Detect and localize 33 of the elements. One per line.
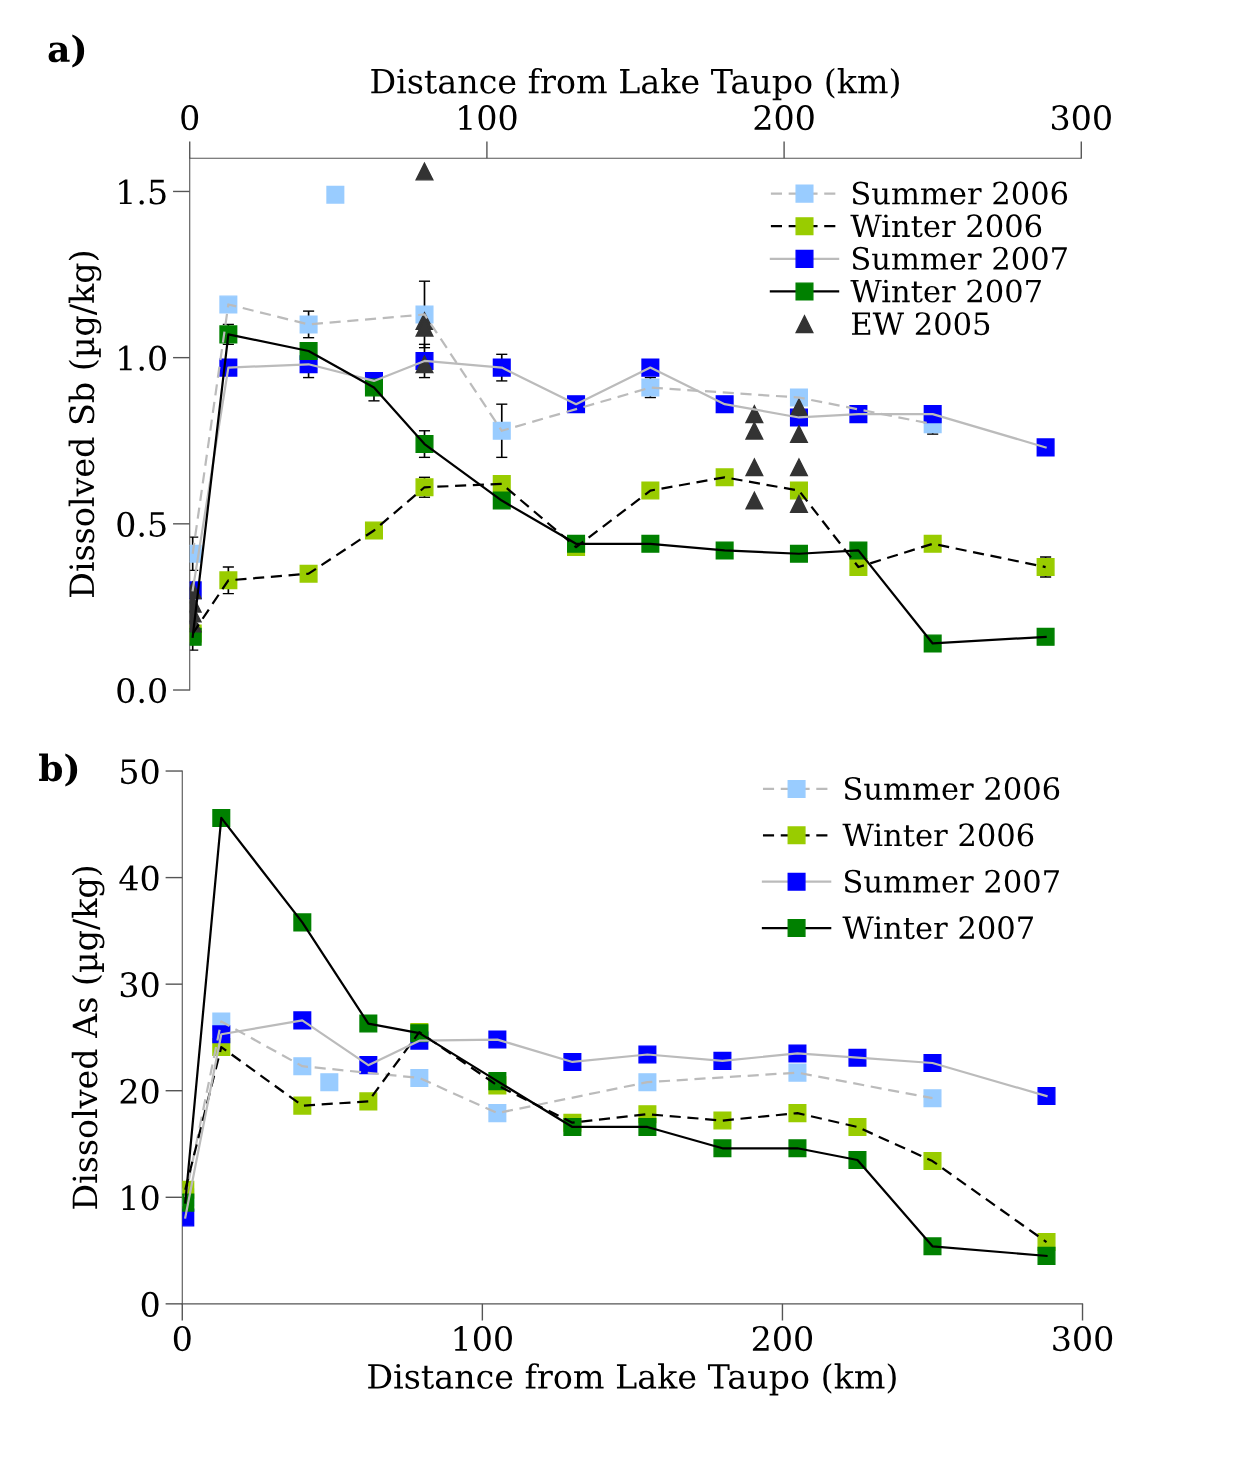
x-axis-title: Distance from Lake Taupo (km) [371, 67, 899, 101]
legend-label: Winter 2007 [850, 279, 1041, 303]
x-tick-label: 100 [459, 105, 517, 131]
legend-label: Summer 2006 [844, 776, 1060, 801]
y-tick-label: 0.0 [117, 677, 166, 704]
y-tick-label: 30 [120, 972, 159, 998]
legend-label: Summer 2007 [852, 246, 1067, 270]
legend-label: Winter 2007 [842, 916, 1033, 940]
legend-label: Summer 2006 [852, 181, 1068, 205]
y-tick-label: 1.5 [119, 179, 166, 205]
y-tick-label: 1.0 [119, 345, 166, 371]
x-tick-label: 300 [1052, 105, 1111, 131]
y-tick-label: 20 [120, 1078, 159, 1104]
x-tick-label: 100 [454, 1325, 512, 1352]
y-tick-label: 10 [122, 1185, 159, 1211]
chart-title: b) [39, 753, 78, 787]
chart-title: a) [48, 34, 85, 68]
x-axis-title: Distance from Lake Taupo (km) [368, 1363, 896, 1396]
y-tick-label: 50 [121, 758, 159, 785]
legend-label: Winter 2006 [842, 823, 1034, 847]
legend-label: Winter 2006 [850, 214, 1042, 238]
y-axis-title: Dissolved Sb (µg/kg) [68, 252, 102, 597]
x-tick-label: 300 [1053, 1325, 1113, 1352]
x-tick-label: 0 [173, 1325, 191, 1352]
x-tick-label: 0 [181, 105, 199, 131]
y-tick-label: 40 [119, 865, 159, 891]
y-tick-label: 0.5 [117, 511, 166, 537]
legend-label: EW 2005 [852, 312, 990, 336]
legend-label: Summer 2007 [844, 869, 1059, 893]
x-tick-label: 200 [754, 105, 814, 131]
y-tick-label: 0 [141, 1291, 159, 1317]
x-tick-label: 200 [752, 1325, 813, 1352]
y-axis-title: Dissolved As (µg/kg) [71, 866, 105, 1209]
